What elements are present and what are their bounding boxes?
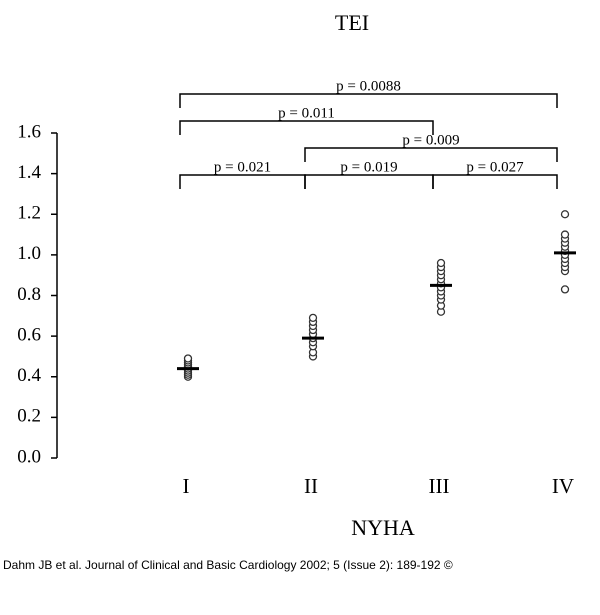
source: Dahm JB et al. Journal of Clinical and B…: [3, 558, 453, 572]
p-value-label: p = 0.0088: [336, 78, 401, 94]
y-tick-label: 0.4: [17, 365, 41, 386]
bracket: [179, 174, 306, 189]
y-tick-label: 0.8: [17, 284, 41, 305]
data-point: [560, 285, 570, 294]
p-value-label: p = 0.011: [278, 105, 335, 121]
data-point: [560, 230, 570, 239]
p-value-label: p = 0.027: [466, 159, 524, 175]
x-axis-label: NYHA: [351, 515, 415, 540]
y-tick-label: 1.0: [17, 243, 41, 264]
x-tick-label: IV: [552, 474, 574, 498]
bracket: [304, 174, 434, 189]
y-tick-label: 1.4: [17, 162, 41, 183]
p-value-label: p = 0.019: [340, 159, 397, 175]
x-tick-label: I: [183, 474, 190, 498]
chart-title: TEI: [335, 10, 369, 35]
p-value-label: p = 0.021: [214, 159, 271, 175]
y-tick-label: 0.2: [17, 406, 41, 427]
data-point: [308, 313, 318, 322]
x-tick-label: II: [304, 474, 318, 498]
data-point: [436, 258, 446, 268]
y-tick-label: 1.2: [17, 203, 41, 224]
data-point: [183, 354, 193, 363]
y-tick-label: 1.6: [17, 121, 41, 142]
p-value-label: p = 0.009: [402, 132, 459, 148]
bracket: [179, 120, 434, 135]
bracket: [432, 174, 558, 189]
y-tick-label: 0.6: [17, 324, 41, 345]
data-point: [560, 210, 570, 219]
bracket: [179, 93, 558, 108]
x-tick-label: III: [429, 474, 450, 498]
bracket: [304, 147, 558, 162]
y-tick-label: 0.0: [17, 446, 41, 467]
